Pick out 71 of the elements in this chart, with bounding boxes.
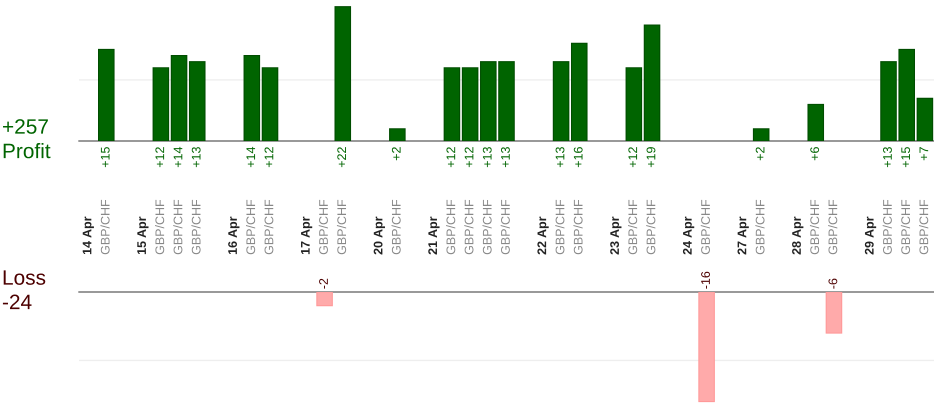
x-tick-label: GBP/CHF [100,200,110,254]
x-tick-label: GBP/CHF [264,200,274,254]
x-tick-label: GBP/CHF [882,200,892,254]
x-tick-label: GBP/CHF [900,200,910,254]
x-tick-label: GBP/CHF [246,200,256,254]
data-label: +15 [100,147,110,168]
bar [334,6,352,141]
x-tick-label: 27 Apr [737,216,749,254]
x-tick-label: GBP/CHF [628,200,638,254]
data-label: +13 [192,147,201,168]
data-label: +12 [446,147,456,168]
x-tick-label: GBP/CHF [482,200,492,254]
x-tick-label: 15 Apr [137,216,148,254]
x-tick-label: GBP/CHF [573,200,583,254]
data-label: +2 [756,147,764,160]
x-tick-label: 20 Apr [374,216,385,254]
data-label: +15 [901,147,910,168]
data-label: +13 [883,147,892,168]
x-tick-label: 24 Apr [682,216,694,254]
x-tick-label: GBP/CHF [500,200,510,254]
text: -24 [2,294,32,310]
data-label: -6 [828,278,838,289]
data-label: +13 [482,147,492,168]
x-tick-label: 29 Apr [864,216,876,254]
data-label: +19 [646,147,656,168]
data-label: +14 [174,146,182,168]
x-tick-label: GBP/CHF [755,200,765,254]
bar [752,128,770,141]
data-label: +12 [464,147,474,168]
x-tick-label: 14 Apr [82,216,94,254]
data-label: +14 [246,146,256,168]
x-tick-label: 28 Apr [792,216,804,254]
x-tick-label: GBP/CHF [173,200,182,254]
data-label: -2 [319,278,328,289]
data-label: +13 [501,147,510,168]
x-tick-label: GBP/CHF [828,200,838,254]
data-label: +12 [628,147,638,168]
bar [98,48,115,141]
x-tick-label: GBP/CHF [392,200,401,254]
x-tick-label: GBP/CHF [810,200,820,254]
x-tick-label: 16 Apr [228,216,240,254]
bar [152,67,170,141]
x-tick-label: GBP/CHF [700,200,710,254]
x-tick-label: GBP/CHF [336,200,346,254]
x-tick-label: 21 Apr [428,216,440,254]
data-label: +12 [264,147,274,168]
data-label: +22 [337,147,346,168]
data-label: +13 [556,147,564,168]
bar [444,67,460,141]
x-tick-label: GBP/CHF [191,200,201,254]
data-label: +2 [392,147,401,160]
x-tick-label: GBP/CHF [446,200,456,254]
x-tick-label: GBP/CHF [155,200,164,254]
text: Profit [4,143,50,158]
x-tick-label: GBP/CHF [646,200,656,254]
data-label: -16 [701,272,710,289]
data-label: +6 [810,147,820,160]
data-label: +7 [920,147,928,160]
bar [389,128,406,141]
data-label: +16 [574,147,583,168]
text: +257 [3,119,48,134]
bar [807,104,824,141]
x-tick-label: GBP/CHF [318,200,328,254]
x-tick-label: 23 Apr [610,216,622,254]
x-tick-label: GBP/CHF [464,200,474,254]
x-tick-label: GBP/CHF [919,200,928,254]
x-tick-label: GBP/CHF [555,200,564,254]
data-label: +12 [155,147,164,168]
text: Loss [4,270,46,285]
x-tick-label: 22 Apr [537,216,549,254]
x-tick-label: 17 Apr [301,216,312,254]
